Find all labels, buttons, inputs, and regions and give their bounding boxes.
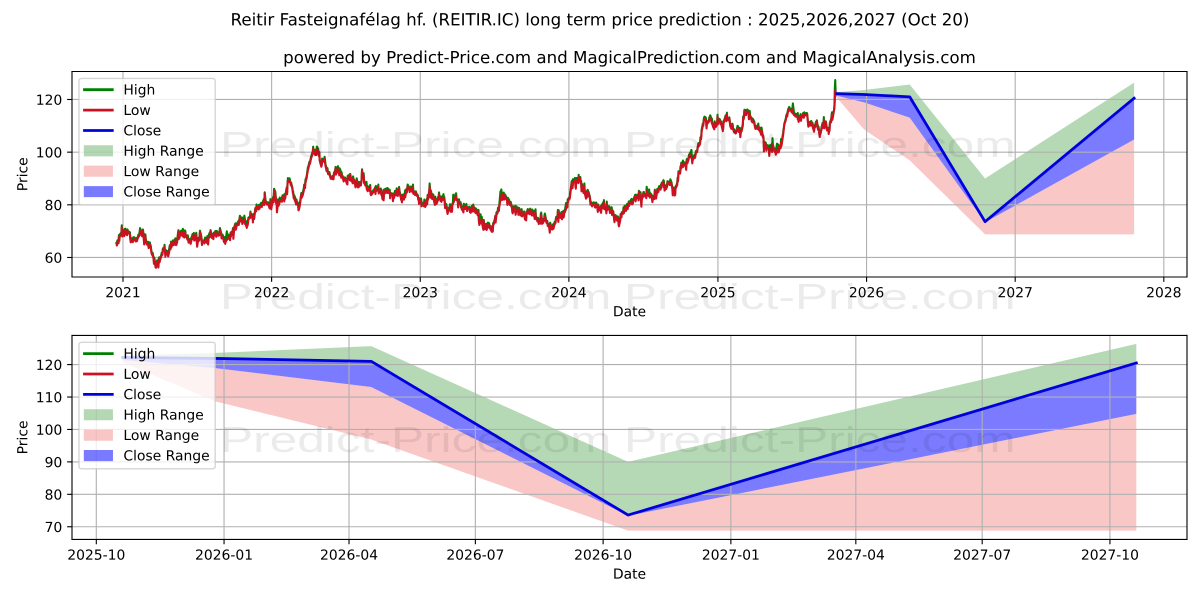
svg-text:Predict-Price.com: Predict-Price.com: [220, 277, 612, 317]
svg-text:Predict-Price.com: Predict-Price.com: [220, 420, 612, 460]
svg-text:Predict-Price.com: Predict-Price.com: [624, 420, 1016, 460]
svg-text:Predict-Price.com: Predict-Price.com: [220, 125, 612, 165]
svg-text:Predict-Price.com: Predict-Price.com: [624, 277, 1016, 317]
svg-text:Predict-Price.com: Predict-Price.com: [624, 125, 1016, 165]
